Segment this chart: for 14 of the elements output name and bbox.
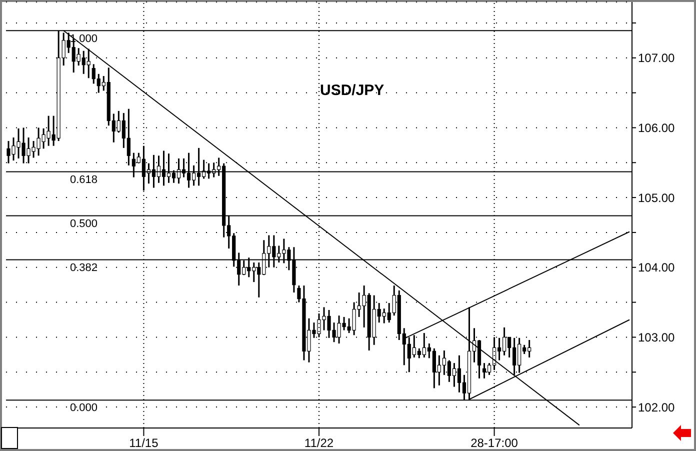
y-tick-label: 103.00 [638,330,676,344]
annotation: 0.618 [69,174,99,186]
y-tick-label: 107.00 [638,51,676,66]
y-tick-label: 104.00 [638,260,676,275]
x-tick-label: 11/15 [129,436,159,450]
x-tick-label: 11/22 [304,436,334,450]
annotation: 0.000 [69,402,99,414]
y-tick-label: 102.00 [638,400,676,414]
x-tick-label: 28-17:00 [470,436,518,450]
annotation: 0.500 [69,218,99,230]
text: USD/JPY [320,82,384,99]
y-tick-label: 105.00 [638,190,676,205]
y-tick-label: 106.00 [638,120,676,135]
annotation: 0.382 [69,262,99,274]
